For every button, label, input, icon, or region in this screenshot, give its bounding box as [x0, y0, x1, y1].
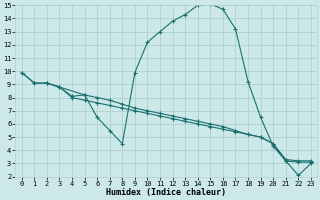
- X-axis label: Humidex (Indice chaleur): Humidex (Indice chaleur): [106, 188, 226, 197]
